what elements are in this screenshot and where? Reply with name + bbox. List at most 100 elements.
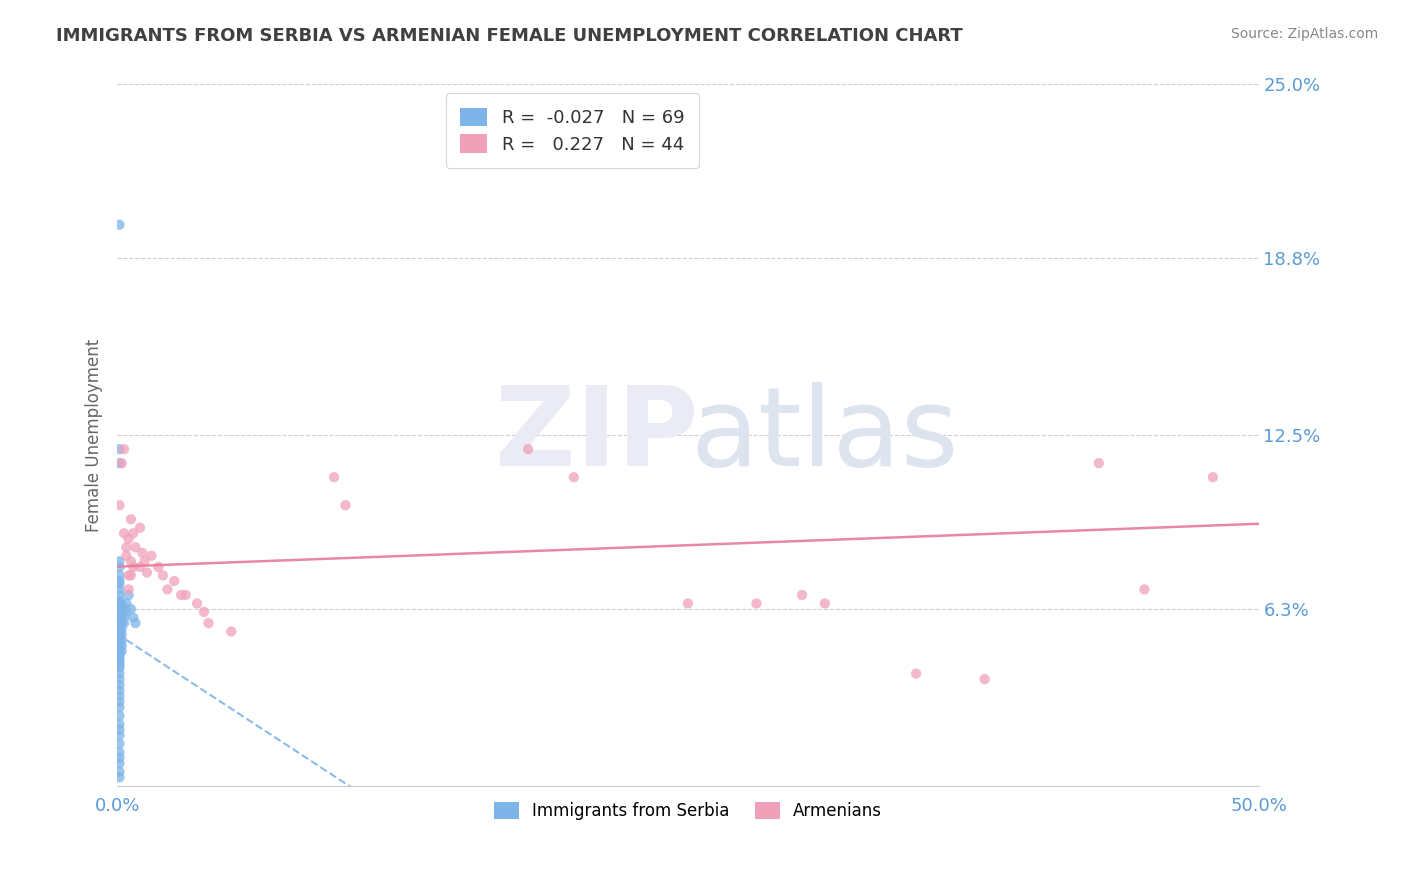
Point [108, 689, 131, 703]
Point [112, 442, 135, 457]
Point [156, 582, 179, 597]
Point [108, 652, 131, 666]
Point [120, 554, 142, 568]
Legend: Immigrants from Serbia, Armenians: Immigrants from Serbia, Armenians [481, 789, 896, 833]
Point [152, 568, 174, 582]
Point [108, 613, 131, 627]
Point [108, 632, 131, 647]
Point [197, 616, 219, 631]
Point [108, 672, 131, 686]
Point [745, 596, 768, 610]
Point [108, 593, 131, 607]
Point [112, 526, 135, 541]
Point [111, 610, 134, 624]
Point [108, 596, 131, 610]
Point [814, 596, 837, 610]
Point [141, 549, 163, 563]
Point [221, 624, 243, 639]
Point [129, 560, 152, 574]
Point [108, 554, 131, 568]
Point [676, 596, 699, 610]
Point [111, 616, 134, 631]
Point [117, 588, 139, 602]
Point [108, 700, 131, 714]
Point [108, 666, 131, 681]
Point [108, 695, 131, 709]
Point [111, 596, 134, 610]
Point [108, 639, 131, 653]
Point [108, 641, 131, 656]
Point [108, 218, 131, 232]
Point [193, 605, 215, 619]
Point [117, 568, 139, 582]
Point [108, 658, 131, 673]
Point [120, 512, 142, 526]
Point [112, 610, 135, 624]
Point [108, 770, 131, 784]
Point [108, 456, 131, 470]
Point [108, 602, 131, 616]
Point [115, 596, 138, 610]
Point [108, 498, 131, 512]
Point [124, 616, 146, 631]
Point [170, 588, 193, 602]
Point [108, 627, 131, 641]
Point [111, 456, 134, 470]
Point [108, 442, 131, 457]
Point [108, 616, 131, 631]
Point [108, 708, 131, 723]
Point [108, 582, 131, 597]
Point [108, 574, 131, 588]
Point [562, 470, 585, 484]
Point [108, 661, 131, 675]
Point [108, 717, 131, 731]
Point [1133, 582, 1156, 597]
Text: IMMIGRANTS FROM SERBIA VS ARMENIAN FEMALE UNEMPLOYMENT CORRELATION CHART: IMMIGRANTS FROM SERBIA VS ARMENIAN FEMAL… [56, 27, 963, 45]
Point [108, 630, 131, 644]
Point [120, 568, 142, 582]
Point [174, 588, 197, 602]
Point [115, 541, 138, 555]
Point [108, 728, 131, 742]
Point [323, 470, 346, 484]
Point [111, 605, 134, 619]
Point [108, 678, 131, 692]
Point [117, 582, 139, 597]
Point [108, 745, 131, 759]
Point [108, 588, 131, 602]
Point [108, 576, 131, 591]
Point [108, 723, 131, 737]
Point [905, 666, 928, 681]
Point [108, 644, 131, 658]
Point [108, 647, 131, 661]
Point [111, 622, 134, 636]
Point [108, 737, 131, 751]
Point [134, 554, 156, 568]
Point [108, 560, 131, 574]
Point [108, 764, 131, 779]
Point [108, 607, 131, 622]
Point [108, 568, 131, 582]
Point [973, 672, 995, 686]
Point [790, 588, 813, 602]
Point [108, 610, 131, 624]
Point [112, 602, 135, 616]
Point [112, 616, 135, 631]
Point [115, 549, 138, 563]
Point [186, 596, 208, 610]
Point [129, 521, 152, 535]
Y-axis label: Female Unemployment: Female Unemployment [86, 338, 103, 532]
Point [108, 756, 131, 771]
Text: Source: ZipAtlas.com: Source: ZipAtlas.com [1230, 27, 1378, 41]
Point [111, 644, 134, 658]
Point [131, 546, 153, 560]
Point [1202, 470, 1225, 484]
Text: atlas: atlas [690, 382, 959, 489]
Point [120, 602, 142, 616]
Point [163, 574, 186, 588]
Point [124, 541, 146, 555]
Point [1088, 456, 1111, 470]
Point [148, 560, 170, 574]
Point [108, 683, 131, 698]
Point [108, 656, 131, 670]
